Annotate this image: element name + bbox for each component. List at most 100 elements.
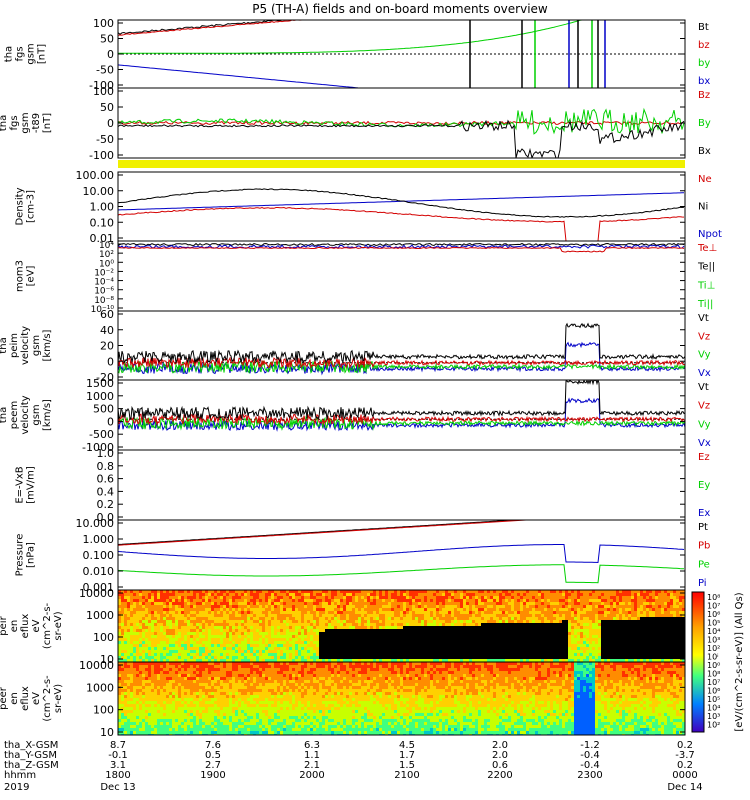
heat-cell xyxy=(292,620,295,623)
heat-cell xyxy=(271,605,274,608)
heat-cell xyxy=(205,596,208,599)
heat-cell xyxy=(556,611,559,614)
heat-cell xyxy=(667,644,670,647)
heat-cell xyxy=(541,629,544,632)
heat-cell xyxy=(613,620,616,623)
heat-cell xyxy=(193,647,196,650)
heat-cell xyxy=(265,617,268,620)
heat-cell xyxy=(421,614,424,617)
heat-cell xyxy=(301,632,304,635)
heat-cell xyxy=(280,638,283,641)
heat-cell xyxy=(136,665,139,668)
heat-cell xyxy=(664,593,667,596)
heat-cell xyxy=(142,647,145,650)
heat-cell xyxy=(493,653,496,656)
heat-cell xyxy=(583,611,586,614)
heat-cell xyxy=(364,620,367,623)
heat-cell xyxy=(151,593,154,596)
heat-cell xyxy=(598,602,601,605)
heat-cell xyxy=(181,635,184,638)
heat-cell xyxy=(298,614,301,617)
heat-cell xyxy=(448,611,451,614)
heat-cell xyxy=(388,614,391,617)
heat-cell xyxy=(421,647,424,650)
heat-cell xyxy=(652,629,655,632)
heat-cell xyxy=(175,653,178,656)
heat-cell xyxy=(250,644,253,647)
heat-cell xyxy=(427,632,430,635)
heat-cell xyxy=(583,629,586,632)
heat-cell xyxy=(457,653,460,656)
heat-cell xyxy=(196,617,199,620)
heat-cell xyxy=(160,647,163,650)
heat-cell xyxy=(637,617,640,620)
heat-cell xyxy=(379,620,382,623)
heat-cell xyxy=(469,650,472,653)
heat-cell xyxy=(607,599,610,602)
heat-cell xyxy=(469,659,472,662)
heat-cell xyxy=(679,629,682,632)
heat-cell xyxy=(181,608,184,611)
heat-cell xyxy=(502,635,505,638)
heat-cell xyxy=(556,614,559,617)
heat-cell xyxy=(349,620,352,623)
heat-cell xyxy=(166,635,169,638)
heat-cell xyxy=(250,638,253,641)
heat-cell xyxy=(679,617,682,620)
heat-cell xyxy=(184,641,187,644)
heat-cell xyxy=(619,641,622,644)
heat-cell xyxy=(592,602,595,605)
heat-cell xyxy=(199,638,202,641)
heat-cell xyxy=(472,599,475,602)
heat-cell xyxy=(136,608,139,611)
heat-cell xyxy=(544,608,547,611)
heat-cell xyxy=(352,605,355,608)
series-Pt xyxy=(118,520,684,545)
heat-cell xyxy=(589,632,592,635)
heat-cell xyxy=(334,647,337,650)
heat-cell xyxy=(682,650,685,653)
heat-cell xyxy=(583,659,586,662)
heat-cell xyxy=(208,632,211,635)
heat-cell xyxy=(517,608,520,611)
heat-cell xyxy=(496,629,499,632)
heat-cell xyxy=(511,593,514,596)
heat-cell xyxy=(484,620,487,623)
heat-cell xyxy=(682,608,685,611)
heat-cell xyxy=(268,593,271,596)
heat-cell xyxy=(400,608,403,611)
heat-cell xyxy=(328,632,331,635)
heat-cell xyxy=(613,590,616,593)
heat-cell xyxy=(418,650,421,653)
heat-cell xyxy=(571,644,574,647)
heat-cell xyxy=(118,680,121,683)
heat-cell xyxy=(442,599,445,602)
heat-cell xyxy=(589,641,592,644)
heat-cell xyxy=(586,650,589,653)
y-tick-label: -50 xyxy=(96,64,114,77)
heat-cell xyxy=(406,623,409,626)
heat-cell xyxy=(622,596,625,599)
heat-cell xyxy=(649,599,652,602)
heat-cell xyxy=(490,599,493,602)
heat-cell xyxy=(424,605,427,608)
heat-cell xyxy=(406,653,409,656)
heat-cell xyxy=(376,602,379,605)
heat-cell xyxy=(649,605,652,608)
heat-cell xyxy=(265,623,268,626)
heat-cell xyxy=(208,602,211,605)
heat-cell xyxy=(577,629,580,632)
heat-cell xyxy=(463,623,466,626)
heat-cell xyxy=(421,641,424,644)
heat-cell xyxy=(646,626,649,629)
heat-cell xyxy=(445,620,448,623)
heat-cell xyxy=(154,593,157,596)
heat-cell xyxy=(427,620,430,623)
heat-cell xyxy=(628,644,631,647)
heat-cell xyxy=(337,623,340,626)
series-Vy xyxy=(118,415,685,431)
heat-cell xyxy=(610,629,613,632)
heat-cell xyxy=(676,596,679,599)
heat-cell xyxy=(244,656,247,659)
heat-cell xyxy=(133,638,136,641)
